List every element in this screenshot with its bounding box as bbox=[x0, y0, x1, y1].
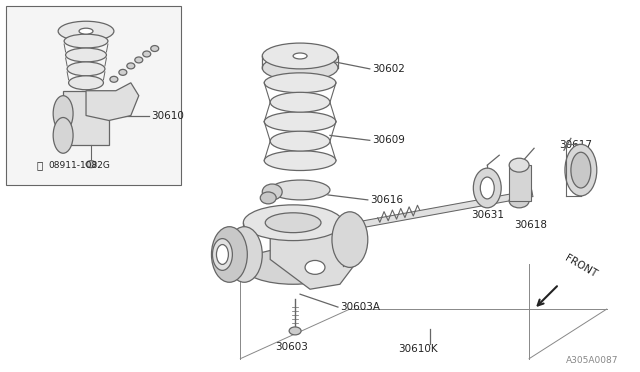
Ellipse shape bbox=[243, 248, 343, 284]
Bar bbox=[63, 91, 109, 145]
Ellipse shape bbox=[480, 177, 494, 199]
Ellipse shape bbox=[565, 144, 596, 196]
Ellipse shape bbox=[332, 212, 368, 267]
Ellipse shape bbox=[270, 92, 330, 112]
Ellipse shape bbox=[293, 53, 307, 59]
Ellipse shape bbox=[151, 45, 159, 51]
Bar bbox=[6, 6, 180, 185]
Ellipse shape bbox=[53, 96, 73, 131]
Ellipse shape bbox=[216, 244, 228, 264]
Ellipse shape bbox=[509, 194, 529, 208]
Text: 30610K: 30610K bbox=[397, 344, 437, 354]
Ellipse shape bbox=[262, 184, 282, 200]
Ellipse shape bbox=[227, 227, 262, 282]
Text: 30610: 30610 bbox=[151, 110, 184, 121]
Text: 30617: 30617 bbox=[559, 140, 592, 150]
Ellipse shape bbox=[270, 131, 330, 151]
Text: A305A0087: A305A0087 bbox=[566, 356, 619, 365]
Text: 08911-1082G: 08911-1082G bbox=[48, 161, 110, 170]
Ellipse shape bbox=[262, 55, 338, 81]
Text: 30609: 30609 bbox=[372, 135, 404, 145]
Ellipse shape bbox=[79, 28, 93, 34]
Ellipse shape bbox=[64, 34, 108, 48]
Ellipse shape bbox=[474, 168, 501, 208]
Ellipse shape bbox=[264, 73, 336, 93]
Ellipse shape bbox=[509, 158, 529, 172]
Text: 30618: 30618 bbox=[514, 220, 547, 230]
Ellipse shape bbox=[53, 118, 73, 153]
Text: FRONT: FRONT bbox=[563, 253, 598, 279]
Ellipse shape bbox=[571, 152, 591, 188]
Ellipse shape bbox=[243, 205, 343, 241]
Ellipse shape bbox=[68, 76, 104, 90]
Polygon shape bbox=[270, 225, 355, 289]
Text: 30603: 30603 bbox=[275, 342, 308, 352]
Ellipse shape bbox=[264, 112, 336, 132]
Ellipse shape bbox=[212, 238, 232, 270]
Ellipse shape bbox=[265, 213, 321, 232]
Text: 30631: 30631 bbox=[471, 210, 504, 220]
Ellipse shape bbox=[143, 51, 151, 57]
Ellipse shape bbox=[270, 180, 330, 200]
Text: 30603A: 30603A bbox=[340, 302, 380, 312]
Text: 30602: 30602 bbox=[372, 64, 404, 74]
Ellipse shape bbox=[135, 57, 143, 63]
Ellipse shape bbox=[262, 43, 338, 69]
Ellipse shape bbox=[66, 48, 106, 62]
Ellipse shape bbox=[119, 69, 127, 76]
Ellipse shape bbox=[67, 62, 105, 76]
Ellipse shape bbox=[127, 63, 135, 69]
Ellipse shape bbox=[211, 227, 247, 282]
Ellipse shape bbox=[289, 327, 301, 335]
Text: Ⓝ: Ⓝ bbox=[36, 160, 42, 170]
Ellipse shape bbox=[305, 260, 325, 274]
Bar bbox=[509, 165, 531, 201]
Ellipse shape bbox=[110, 76, 118, 82]
Ellipse shape bbox=[264, 151, 336, 170]
Ellipse shape bbox=[58, 21, 114, 41]
Ellipse shape bbox=[86, 161, 96, 168]
Text: 30616: 30616 bbox=[370, 195, 403, 205]
Ellipse shape bbox=[260, 192, 276, 204]
Polygon shape bbox=[86, 83, 139, 121]
